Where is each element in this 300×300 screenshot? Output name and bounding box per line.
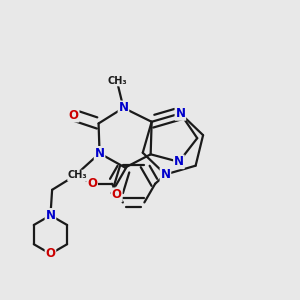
- Text: O: O: [46, 248, 56, 260]
- Text: CH₃: CH₃: [68, 170, 88, 181]
- Text: N: N: [176, 107, 185, 120]
- Text: N: N: [160, 168, 170, 181]
- Text: N: N: [118, 101, 128, 114]
- Text: O: O: [69, 109, 79, 122]
- Text: O: O: [112, 188, 122, 201]
- Text: CH₃: CH₃: [107, 76, 127, 86]
- Text: N: N: [174, 155, 184, 168]
- Text: N: N: [46, 209, 56, 222]
- Text: N: N: [94, 147, 105, 160]
- Text: O: O: [87, 177, 97, 190]
